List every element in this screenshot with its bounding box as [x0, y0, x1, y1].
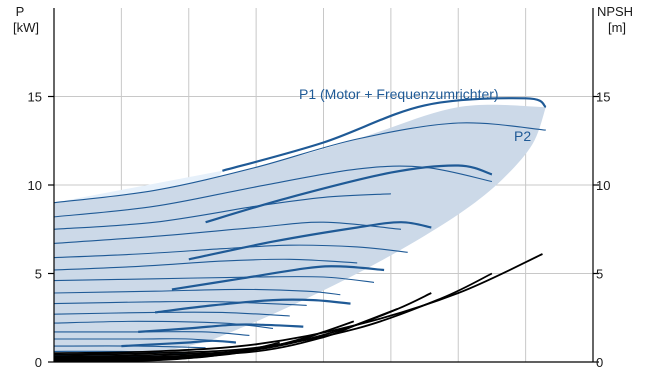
- left-tick-label: 10: [28, 178, 42, 193]
- left-tick-label: 0: [35, 355, 42, 369]
- right-tick-label: 10: [596, 178, 610, 193]
- p2-curve: [53, 331, 250, 336]
- p2-curve: [53, 193, 391, 230]
- left-axis-label-line1: P: [16, 4, 25, 19]
- p1-curve: [171, 265, 385, 291]
- right-axis-ticks: 0 5 10 15: [593, 90, 610, 369]
- p1-curve: [138, 323, 304, 333]
- operating-region: [54, 104, 546, 359]
- p2-annotation: P2: [514, 128, 531, 144]
- npsh-curve: [53, 354, 206, 362]
- npsh-curve: [53, 253, 543, 354]
- p2-curve: [53, 122, 546, 204]
- p2-curve: [53, 300, 307, 306]
- right-tick-label: 15: [596, 90, 610, 105]
- left-axis-label-line2: [kW]: [13, 20, 39, 35]
- left-tick-label: 15: [28, 90, 42, 105]
- p2-curve: [53, 288, 341, 296]
- p1-curve: [222, 97, 547, 172]
- right-axis-label-line2: [m]: [608, 20, 626, 35]
- left-axis-ticks: 0 5 10 15: [28, 90, 54, 369]
- right-tick-label: 5: [596, 267, 603, 282]
- p1-curve-group: [121, 97, 547, 348]
- p2-curve: [53, 311, 290, 317]
- right-tick-label: 0: [596, 355, 603, 369]
- p1-curve: [205, 164, 493, 224]
- right-axis-label-line1: NPSH: [597, 4, 633, 19]
- p1-annotation: P1 (Motor + Frequenzumrichter): [299, 86, 499, 102]
- p1-curve: [188, 221, 432, 261]
- p1-curve: [121, 339, 236, 348]
- npsh-curve-group: [53, 253, 543, 362]
- p2-curve: [53, 258, 358, 271]
- p2-curve-group: [53, 122, 546, 358]
- p2-curve: [53, 221, 402, 244]
- left-tick-label: 5: [35, 267, 42, 282]
- p1-curve: [154, 298, 351, 314]
